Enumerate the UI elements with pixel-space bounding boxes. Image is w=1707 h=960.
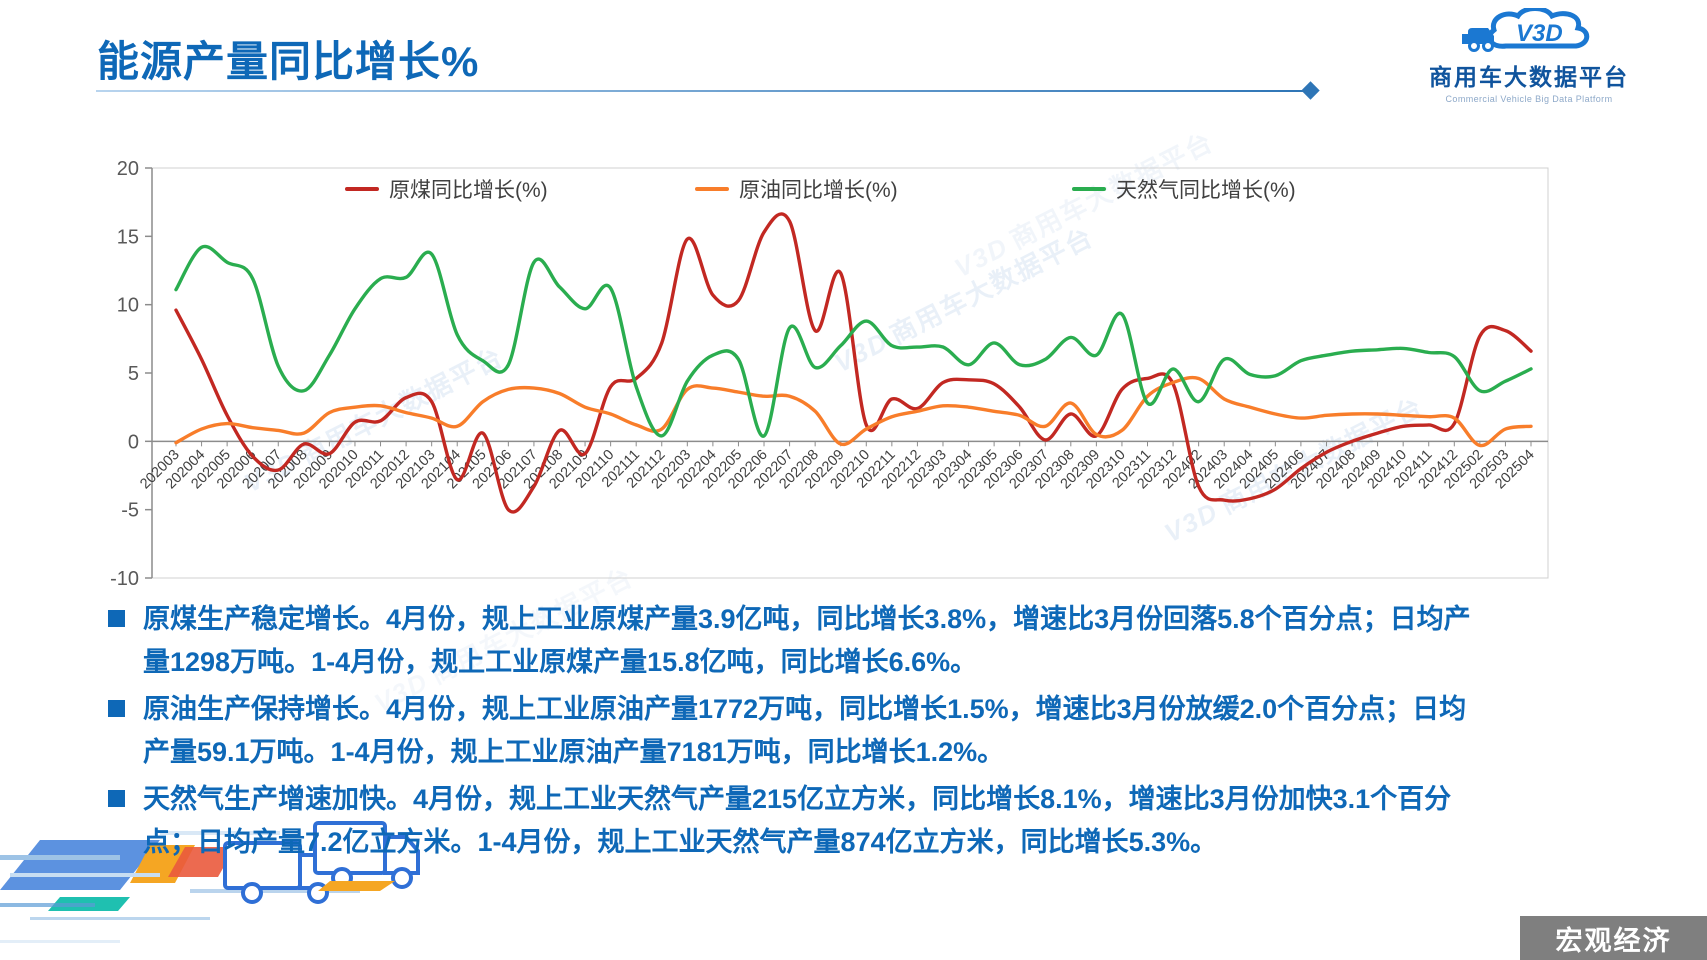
bullet-oil: 原油生产保持增长。4月份，规上工业原油产量1772万吨，同比增长1.5%，增速比… [106, 688, 1496, 774]
bullet-square-icon [108, 700, 125, 717]
brand-logo: V3D 商用车大数据平台 Commercial Vehicle Big Data… [1379, 8, 1679, 104]
bullet-coal-text: 原煤生产稳定增长。4月份，规上工业原煤产量3.9亿吨，同比增长3.8%，增速比3… [143, 604, 1471, 677]
bullet-oil-text: 原油生产保持增长。4月份，规上工业原油产量1772万吨，同比增长1.5%，增速比… [143, 694, 1467, 767]
oil-line-swatch [695, 187, 729, 191]
bullet-gas: 天然气生产增速加快。4月份，规上工业天然气产量215亿立方米，同比增长8.1%，… [106, 778, 1496, 864]
brand-caption: Commercial Vehicle Big Data Platform [1445, 94, 1613, 104]
legend-item-coal: 原煤同比增长(%) [345, 174, 548, 204]
bullet-square-icon [108, 610, 125, 627]
svg-text:15: 15 [117, 226, 139, 248]
bullet-coal: 原煤生产稳定增长。4月份，规上工业原煤产量3.9亿吨，同比增长3.8%，增速比3… [106, 598, 1496, 684]
svg-text:20: 20 [117, 158, 139, 180]
svg-text:10: 10 [117, 295, 139, 317]
brand-name: 商用车大数据平台 [1429, 64, 1629, 90]
legend-label-oil: 原油同比增长(%) [739, 179, 898, 202]
legend-item-gas: 天然气同比增长(%) [1072, 174, 1296, 204]
energy-growth-line-chart: 20151050-5-10202003202004202005202006202… [110, 158, 1549, 590]
svg-text:-10: -10 [110, 568, 139, 590]
bullet-gas-text: 天然气生产增速加快。4月份，规上工业天然气产量215亿立方米，同比增长8.1%，… [143, 784, 1452, 857]
title-underline [96, 90, 1308, 92]
gas-line-swatch [1072, 187, 1106, 191]
legend-label-coal: 原煤同比增长(%) [389, 179, 548, 202]
svg-text:5: 5 [128, 363, 139, 385]
bullet-square-icon [108, 790, 125, 807]
summary-bullets: 原煤生产稳定增长。4月份，规上工业原煤产量3.9亿吨，同比增长3.8%，增速比3… [106, 598, 1496, 868]
svg-text:-5: -5 [121, 500, 139, 522]
svg-text:0: 0 [128, 431, 139, 453]
legend-label-gas: 天然气同比增长(%) [1116, 179, 1296, 202]
page-title: 能源产量同比增长% [97, 38, 480, 85]
coal-line-swatch [345, 187, 379, 191]
speeding-trucks-decoration [0, 821, 420, 943]
section-tag: 宏观经济 [1520, 916, 1707, 960]
svg-text:V3D: V3D [1516, 20, 1563, 47]
truck-cloud-logo-icon: V3D [1462, 8, 1590, 52]
legend-item-oil: 原油同比增长(%) [695, 174, 898, 204]
